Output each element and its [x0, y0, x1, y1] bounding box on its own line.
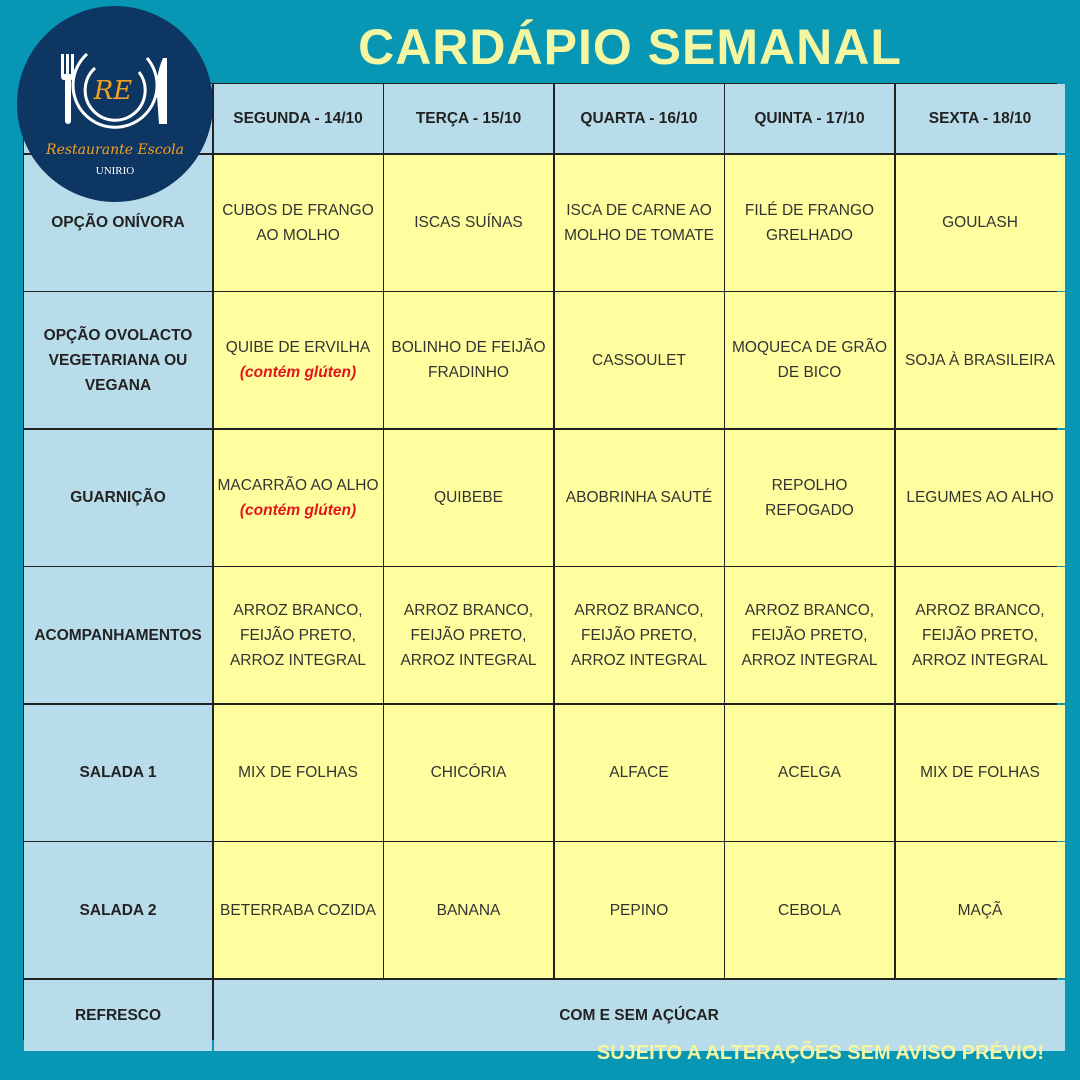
menu-item: MIX DE FOLHAS [895, 704, 1065, 841]
menu-item: ARROZ BRANCO, FEIJÃO PRETO, ARROZ INTEGR… [895, 567, 1065, 703]
menu-item: QUIBE DE ERVILHA (contém glúten) [213, 292, 383, 428]
dish-name: ISCAS SUÍNAS [414, 214, 523, 231]
menu-item: BETERRABA COZIDA [213, 842, 383, 978]
menu-item: MIX DE FOLHAS [213, 704, 383, 841]
day-header: SEGUNDA - 14/10 [213, 84, 383, 153]
dish-name: ACELGA [778, 764, 841, 781]
menu-item: SOJA À BRASILEIRA [895, 292, 1065, 428]
menu-item: ACELGA [725, 704, 894, 841]
dish-name: PEPINO [609, 901, 669, 919]
day-header: SEXTA - 18/10 [895, 84, 1065, 153]
dish-name: ARROZ BRANCO, FEIJÃO PRETO, ARROZ INTEGR… [911, 601, 1049, 669]
day-header: QUINTA - 17/10 [725, 84, 894, 153]
gluten-note: (contém glúten) [239, 364, 357, 381]
dish-name: SOJA À BRASILEIRA [905, 351, 1055, 369]
refresco-value: COM E SEM AÇÚCAR [213, 979, 1065, 1051]
dish-name: ABOBRINHA SAUTÉ [565, 489, 713, 506]
menu-item: ISCAS SUÍNAS [384, 154, 553, 291]
dish-name: ARROZ BRANCO, FEIJÃO PRETO, ARROZ INTEGR… [229, 601, 367, 669]
day-header: QUARTA - 16/10 [554, 84, 724, 153]
dish-name: BETERRABA COZIDA [220, 901, 376, 919]
menu-item: LEGUMES AO ALHO [895, 429, 1065, 566]
menu-item: MAÇÃ [895, 842, 1065, 978]
dish-name: QUIBEBE [434, 489, 503, 506]
row-label: ACOMPANHAMENTOS [24, 567, 212, 703]
menu-item: QUIBEBE [384, 429, 553, 566]
menu-item: REPOLHO REFOGADO [725, 429, 894, 566]
disclaimer: SUJEITO A ALTERAÇÕES SEM AVISO PRÉVIO! [596, 1042, 1044, 1064]
page-title: CARDÁPIO SEMANAL [358, 19, 902, 75]
logo-org: UNIRIO [96, 165, 135, 177]
menu-item: MACARRÃO AO ALHO (contém glúten) [213, 429, 383, 566]
day-header: TERÇA - 15/10 [384, 84, 553, 153]
dish-name: MAÇÃ [957, 901, 1003, 919]
menu-item: MOQUECA DE GRÃO DE BICO [725, 292, 894, 428]
menu-item: ARROZ BRANCO, FEIJÃO PRETO, ARROZ INTEGR… [725, 567, 894, 703]
menu-item: CHICÓRIA [384, 704, 553, 841]
menu-item: ARROZ BRANCO, FEIJÃO PRETO, ARROZ INTEGR… [554, 567, 724, 703]
menu-item: GOULASH [895, 154, 1065, 291]
menu-item: CEBOLA [725, 842, 894, 978]
restaurant-logo: RE Restaurante Escola UNIRIO [17, 6, 213, 202]
dish-name: QUIBE DE ERVILHA [225, 339, 371, 356]
menu-item: ISCA DE CARNE AO MOLHO DE TOMATE [554, 154, 724, 291]
dish-name: ARROZ BRANCO, FEIJÃO PRETO, ARROZ INTEGR… [570, 601, 708, 669]
menu-item: ARROZ BRANCO, FEIJÃO PRETO, ARROZ INTEGR… [213, 567, 383, 703]
dish-name: FILÉ DE FRANGO GRELHADO [744, 201, 875, 244]
dish-name: MIX DE FOLHAS [920, 764, 1040, 781]
dish-name: MOQUECA DE GRÃO DE BICO [731, 339, 888, 381]
row-label: GUARNIÇÃO [24, 429, 212, 566]
dish-name: ISCA DE CARNE AO MOLHO DE TOMATE [564, 201, 714, 244]
menu-item: ARROZ BRANCO, FEIJÃO PRETO, ARROZ INTEGR… [384, 567, 553, 703]
dish-name: ARROZ BRANCO, FEIJÃO PRETO, ARROZ INTEGR… [400, 601, 537, 669]
weekly-menu-table: SEGUNDA - 14/10 TERÇA - 15/10 QUARTA - 16/… [23, 83, 1065, 1051]
row-label: REFRESCO [24, 979, 212, 1051]
menu-item: ALFACE [554, 704, 724, 841]
dish-name: GOULASH [942, 214, 1018, 231]
menu-item: PEPINO [554, 842, 724, 978]
dish-name: CHICÓRIA [430, 764, 507, 781]
dish-name: ARROZ BRANCO, FEIJÃO PRETO, ARROZ INTEGR… [741, 601, 878, 669]
dish-name: MACARRÃO AO ALHO [217, 476, 379, 494]
row-label: OPÇÃO OVOLACTO VEGETARIANA OU VEGANA [24, 292, 212, 428]
row-label: SALADA 2 [24, 842, 212, 978]
menu-item: BOLINHO DE FEIJÃO FRADINHO [384, 292, 553, 428]
menu-item: ABOBRINHA SAUTÉ [554, 429, 724, 566]
menu-item: CUBOS DE FRANGO AO MOLHO [213, 154, 383, 291]
dish-name: CASSOULET [592, 351, 686, 369]
dish-name: CUBOS DE FRANGO AO MOLHO [222, 201, 374, 244]
menu-item: CASSOULET [554, 292, 724, 428]
gluten-note: (contém glúten) [239, 501, 357, 519]
dish-name: BOLINHO DE FEIJÃO FRADINHO [391, 339, 546, 381]
dish-name: MIX DE FOLHAS [238, 764, 358, 781]
dish-name: REPOLHO REFOGADO [765, 476, 854, 519]
row-label: SALADA 1 [24, 704, 212, 841]
dish-name: LEGUMES AO ALHO [906, 489, 1054, 506]
plate-cutlery-icon: RE Restaurante Escola UNIRIO [45, 52, 184, 177]
menu-item: BANANA [384, 842, 553, 978]
dish-name: CEBOLA [778, 901, 841, 919]
logo-initials: RE [93, 76, 133, 106]
logo-name: Restaurante Escola [45, 142, 184, 158]
menu-item: FILÉ DE FRANGO GRELHADO [725, 154, 894, 291]
dish-name: ALFACE [609, 764, 669, 781]
dish-name: BANANA [436, 901, 501, 919]
